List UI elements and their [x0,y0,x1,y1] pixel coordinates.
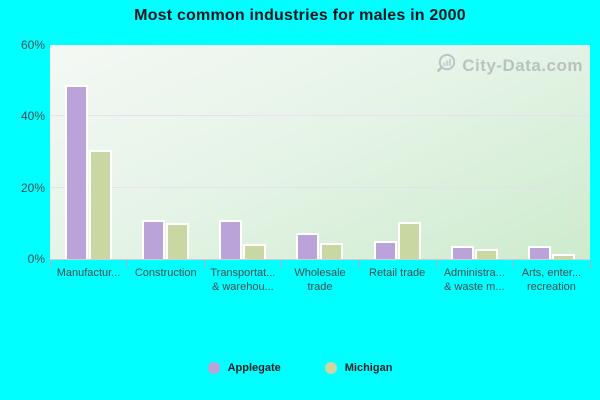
bar-group [204,45,281,259]
gridline [50,186,590,188]
x-axis-label-line: recreation [526,281,576,293]
legend-swatch [324,362,337,374]
x-axis-label-line: Manufactur... [56,267,121,279]
bar-applegate [527,245,551,259]
x-tick [590,260,591,268]
y-axis-label: 60% [20,38,45,52]
bar-applegate [373,240,397,259]
x-tick [127,260,129,268]
x-axis-label: Construction [127,266,204,294]
legend-item: Michigan [324,362,393,374]
y-axis-label: 20% [20,180,45,195]
x-axis-label-line: trade [307,281,333,293]
x-tick [204,260,206,268]
y-axis-label: 0% [27,252,45,266]
legend-item: Applegate [207,362,281,374]
plot-area: City-Data.com [50,45,590,260]
bar-michigan [166,222,190,259]
x-tick [358,260,360,268]
x-tick [50,260,51,268]
x-axis-label-line: Arts, enter... [521,267,582,279]
x-axis-label: Manufactur... [50,266,127,294]
bar-applegate [142,220,166,259]
x-axis-label: Wholesale trade [281,266,358,294]
y-axis: 0% 20% 40% 60% [0,38,45,266]
x-tick [512,260,514,268]
x-axis-label: Administra... & waste m... [436,266,513,294]
x-axis-label: Transportat... & warehou... [204,266,281,294]
x-axis-label-line: Construction [134,267,197,279]
bar-michigan [320,242,344,259]
x-ticks [50,260,591,268]
x-axis-label-line: Transportat... [210,267,276,279]
legend: Applegate Michigan [0,362,600,374]
bar-applegate [219,220,243,259]
bar-michigan [551,254,575,259]
bar-applegate [65,84,89,259]
bar-applegate [450,245,474,259]
x-axis-label-line: Administra... [443,267,505,279]
x-axis-label-line: Wholesale [294,267,346,279]
x-axis-label: Arts, enter... recreation [513,266,590,294]
bar-group [281,45,358,259]
bar-group [50,45,127,259]
bar-group [359,45,436,259]
gridline [50,115,590,117]
x-axis-label-line: & waste m... [444,281,505,293]
y-axis-label: 40% [20,109,45,124]
x-tick [435,260,437,268]
bar-group [513,45,590,259]
bar-group [436,45,513,259]
x-axis-label: Retail trade [359,266,436,294]
x-axis-label-line: & warehou... [211,281,274,293]
chart-title: Most common industries for males in 2000 [134,7,466,24]
legend-label: Applegate [227,362,281,374]
legend-label: Michigan [344,362,393,374]
bar-group [127,45,204,259]
bar-applegate [296,232,320,259]
x-axis-label-line: Retail trade [369,267,426,279]
x-tick [281,260,283,268]
bars [50,45,590,259]
bar-michigan [474,249,498,259]
x-axis-labels: Manufactur... Construction Transportat... &… [50,266,590,294]
bar-michigan [243,244,267,259]
bar-michigan [397,221,421,259]
bar-michigan [89,149,113,259]
legend-swatch [207,362,220,374]
